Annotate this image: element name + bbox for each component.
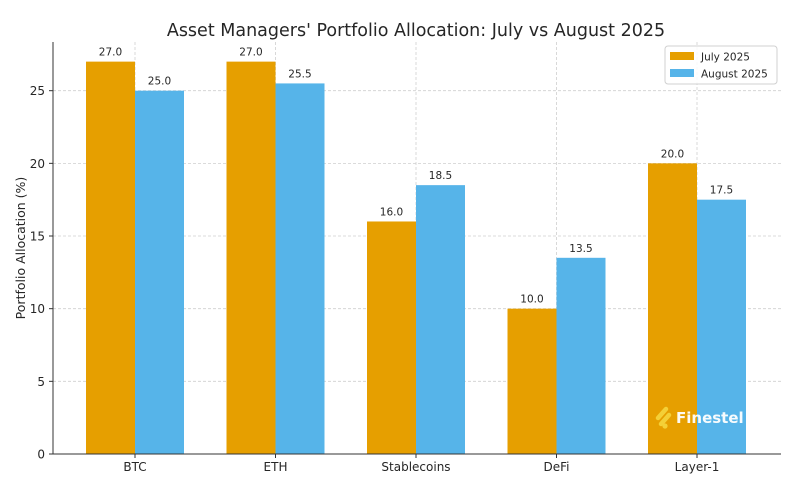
legend-label-july: July 2025 — [700, 52, 750, 64]
bar-august-layer-1 — [697, 199, 746, 454]
bar-august-btc — [135, 90, 184, 455]
y-tick-label: 0 — [37, 448, 45, 462]
y-tick-label: 5 — [37, 375, 45, 389]
x-tick-label: Stablecoins — [381, 460, 450, 474]
data-label: 17.5 — [710, 185, 733, 197]
data-label: 13.5 — [569, 243, 592, 255]
x-tick-label: Layer-1 — [675, 460, 720, 474]
data-label: 25.5 — [288, 68, 311, 80]
watermark-text: Finestel — [676, 409, 744, 427]
data-label: 25.0 — [148, 76, 171, 88]
x-tick-label: DeFi — [544, 460, 570, 474]
data-label: 27.0 — [99, 47, 122, 59]
bar-july-btc — [86, 61, 135, 454]
bar-july-eth — [226, 61, 276, 454]
y-tick-label: 25 — [30, 84, 45, 98]
bars — [86, 61, 746, 455]
bar-august-defi — [556, 257, 606, 454]
bar-july-defi — [507, 308, 557, 454]
y-tick-label: 15 — [30, 230, 45, 244]
legend-swatch-july — [670, 52, 694, 60]
finestel-logo-icon — [655, 406, 672, 429]
chart-title: Asset Managers' Portfolio Allocation: Ju… — [167, 21, 665, 41]
legend-swatch-august — [670, 69, 694, 77]
legend: July 2025 August 2025 — [664, 45, 778, 85]
axes: 0 5 10 15 20 25 BTC ETH Stablecoins DeFi Layer-1 — [30, 42, 781, 474]
y-axis-label: Portfolio Allocation (%) — [13, 177, 28, 320]
y-tick-label: 20 — [30, 157, 45, 171]
data-label: 10.0 — [520, 294, 543, 306]
data-label: 16.0 — [380, 206, 403, 218]
data-label: 18.5 — [429, 170, 452, 182]
bar-august-stablecoins — [416, 185, 465, 455]
legend-label-august: August 2025 — [701, 69, 768, 81]
bar-july-stablecoins — [367, 221, 416, 454]
data-label: 27.0 — [239, 47, 262, 59]
finestel-watermark: Finestel — [655, 406, 744, 429]
x-tick-label: BTC — [123, 460, 146, 474]
data-labels: 27.0 25.0 27.0 25.5 16.0 18.5 10.0 13.5 20.0 17.5 — [99, 47, 733, 306]
bar-august-eth — [275, 83, 325, 454]
y-tick-label: 10 — [30, 302, 45, 316]
x-tick-label: ETH — [264, 460, 288, 474]
data-label: 20.0 — [661, 148, 684, 160]
bar-july-layer-1 — [648, 163, 697, 454]
